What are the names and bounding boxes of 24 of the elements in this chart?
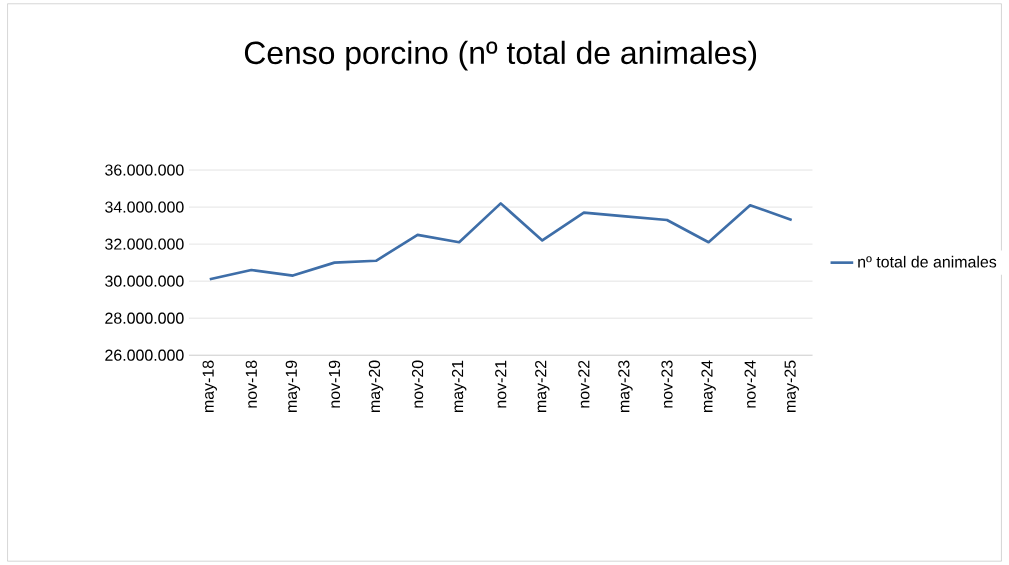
- x-tick-label: nov-18: [245, 360, 257, 408]
- line-series: [208, 202, 794, 281]
- x-tick-label: nov-19: [328, 360, 341, 408]
- x-tick-label: may-18: [202, 360, 217, 413]
- x-tick-label: may-24: [701, 360, 716, 413]
- chart-title: Censo porcino (nº total de animales): [244, 40, 757, 71]
- y-tick-label: 32.000.000: [105, 238, 184, 250]
- x-tick-label: nov-20: [411, 360, 424, 408]
- y-tick-label: 36.000.000: [105, 164, 184, 176]
- x-tick-label: may-22: [535, 360, 550, 413]
- x-tick-label: may-21: [451, 360, 467, 413]
- y-tick-label: 34.000.000: [105, 201, 184, 213]
- x-tick-label: may-25: [784, 360, 799, 413]
- x-tick-label: may-19: [285, 360, 301, 413]
- x-tick-label: nov-22: [578, 360, 590, 408]
- y-tick-label: 26.000.000: [105, 349, 184, 361]
- legend-label: nº total de animales: [858, 255, 997, 268]
- x-tick-label: nov-24: [744, 360, 756, 408]
- x-tick-label: nov-23: [661, 360, 673, 408]
- y-tick-label: 28.000.000: [105, 312, 184, 324]
- x-tick-label: may-20: [368, 360, 384, 413]
- x-tick-label: may-23: [618, 360, 633, 413]
- x-tick-label: nov-21: [495, 360, 507, 408]
- y-tick-label: 30.000.000: [105, 275, 184, 287]
